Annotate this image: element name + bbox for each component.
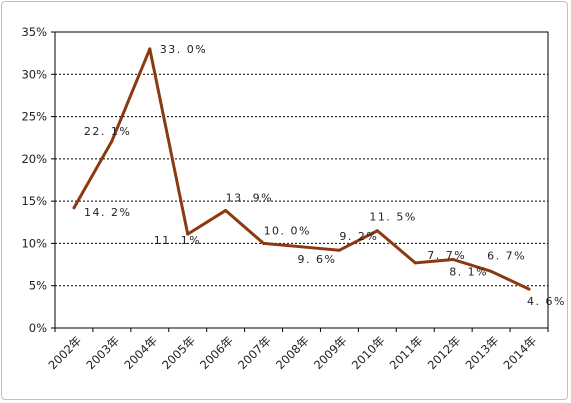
y-tick-label: 35%	[21, 25, 47, 39]
series-group	[72, 47, 531, 291]
data-label: 33. 0%	[160, 43, 207, 56]
x-tick-label: 2005年	[159, 333, 198, 372]
data-labels: 14. 2% 22. 1% 33. 0% 11. 1% 13. 9% 10. 0% 9. 6…	[84, 43, 566, 308]
data-label: 7. 7%	[427, 249, 466, 262]
x-tick-label: 2003年	[83, 333, 122, 372]
x-tick-label: 2012年	[425, 333, 464, 372]
data-label: 10. 0%	[264, 224, 311, 237]
data-point	[413, 261, 417, 265]
data-label: 11. 5%	[369, 211, 416, 224]
data-label: 14. 2%	[84, 206, 131, 219]
data-point	[224, 208, 228, 212]
data-label: 11. 1%	[154, 234, 201, 247]
x-tick-label: 2004年	[121, 333, 160, 372]
x-tick-label: 2006年	[197, 333, 236, 372]
plot-area	[54, 31, 549, 329]
data-label: 13. 9%	[226, 191, 273, 204]
x-tick-label: 2002年	[45, 333, 84, 372]
data-point	[451, 257, 455, 261]
x-tick-label: 2008年	[273, 333, 312, 372]
y-tick-label: 10%	[21, 236, 47, 250]
x-tick-label: 2011年	[387, 333, 426, 372]
data-point	[262, 241, 266, 245]
data-point	[337, 248, 341, 252]
y-tick-label: 0%	[29, 321, 47, 335]
y-tick-label: 15%	[21, 194, 47, 208]
data-label: 9. 6%	[298, 253, 337, 266]
data-point	[375, 229, 379, 233]
data-point	[300, 245, 303, 249]
data-point	[148, 47, 152, 51]
data-label: 9. 2%	[339, 230, 378, 243]
data-label: 8. 1%	[449, 265, 488, 278]
x-tick-label: 2010年	[349, 333, 388, 372]
data-point	[186, 232, 190, 236]
data-point	[527, 287, 531, 291]
data-label: 6. 7%	[487, 249, 526, 262]
data-point	[72, 206, 76, 210]
data-label: 22. 1%	[84, 125, 131, 138]
data-point	[489, 269, 493, 273]
data-label: 4. 6%	[527, 295, 566, 308]
x-tick-label: 2013年	[463, 333, 502, 372]
x-axis: 2002年 2003年 2004年 2005年 2006年 2007年 2008年 2009年…	[45, 328, 549, 372]
x-tick-label: 2009年	[311, 333, 350, 372]
y-tick-label: 5%	[29, 279, 47, 293]
y-tick-label: 30%	[21, 67, 47, 81]
x-tick-label: 2007年	[235, 333, 274, 372]
y-tick-label: 25%	[21, 110, 47, 124]
data-point	[110, 139, 114, 143]
x-tick-label: 2014年	[501, 333, 540, 372]
y-axis: 0% 5% 10% 15% 20% 25% 30% 35%	[21, 25, 55, 335]
y-tick-label: 20%	[21, 152, 47, 166]
